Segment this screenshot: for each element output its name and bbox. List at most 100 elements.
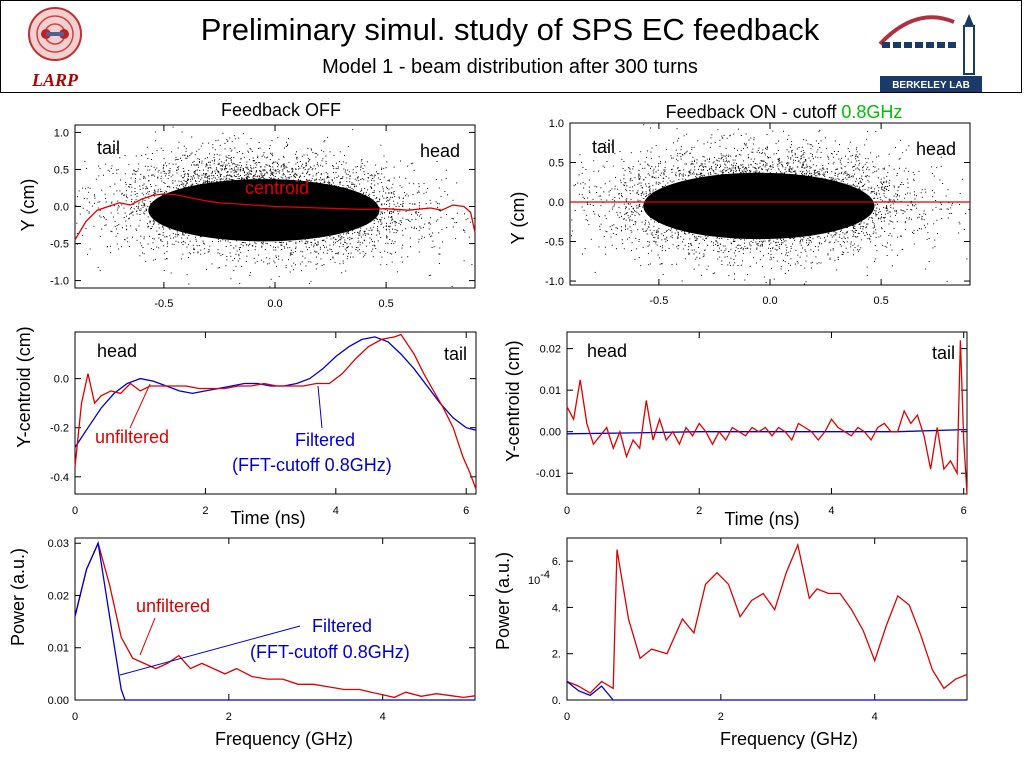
particle: [231, 226, 233, 227]
particle: [232, 204, 234, 206]
particle: [334, 223, 336, 225]
particle: [221, 196, 222, 198]
particle: [425, 203, 427, 205]
particle: [282, 196, 284, 197]
particle: [311, 213, 313, 215]
particle: [277, 246, 279, 248]
particle: [319, 221, 321, 223]
particle: [309, 195, 311, 197]
particle: [272, 162, 274, 164]
particle: [265, 178, 267, 180]
particle: [342, 223, 344, 225]
particle: [253, 177, 255, 179]
particle: [256, 220, 258, 222]
particle: [284, 195, 286, 197]
particle: [135, 210, 137, 212]
particle: [293, 221, 295, 223]
particle: [276, 208, 278, 210]
particle: [386, 197, 387, 199]
particle: [226, 178, 228, 180]
particle: [356, 200, 358, 202]
particle: [222, 182, 224, 184]
particle: [200, 253, 202, 255]
particle: [163, 200, 164, 202]
particle: [264, 156, 266, 158]
particle: [185, 151, 187, 153]
right-column-title: Feedback ON - cutoff 0.8GHz: [666, 102, 903, 122]
particle: [299, 161, 301, 162]
particle: [320, 149, 322, 151]
particle: [168, 172, 170, 174]
particle: [237, 260, 239, 262]
particle: [275, 249, 277, 251]
particle: [196, 203, 197, 205]
particle: [259, 181, 260, 183]
particle: [203, 196, 205, 198]
particle: [212, 203, 214, 204]
particle: [451, 218, 453, 219]
particle: [357, 176, 359, 178]
particle: [269, 145, 271, 147]
particle: [134, 187, 136, 189]
particle: [384, 212, 385, 214]
particle: [301, 219, 303, 221]
particle: [326, 177, 328, 179]
particle: [235, 194, 237, 196]
particle: [203, 205, 205, 207]
particle: [203, 210, 205, 212]
particle: [341, 272, 343, 274]
particle: [307, 180, 309, 182]
particle: [232, 226, 234, 228]
particle: [240, 210, 242, 212]
particle: [282, 200, 284, 202]
particle: [150, 184, 151, 186]
particle: [236, 152, 238, 154]
particle: [354, 222, 356, 224]
particle: [372, 178, 374, 179]
particle: [208, 203, 210, 204]
particle: [358, 180, 360, 182]
particle: [138, 201, 140, 203]
particle: [285, 215, 287, 217]
particle: [215, 214, 217, 215]
particle: [358, 227, 359, 229]
particle: [139, 219, 141, 221]
particle: [325, 163, 327, 165]
particle: [250, 186, 252, 188]
particle: [319, 212, 321, 214]
particle: [289, 212, 291, 214]
particle: [315, 188, 317, 190]
particle: [198, 218, 200, 220]
particle: [377, 226, 378, 227]
particle: [251, 180, 253, 182]
particle: [145, 260, 147, 262]
particle: [257, 193, 258, 194]
particle: [205, 197, 207, 198]
particle: [371, 206, 373, 208]
particle: [303, 209, 305, 211]
particle: [298, 183, 300, 185]
particle: [387, 251, 389, 253]
particle: [350, 210, 352, 212]
particle: [286, 216, 288, 218]
particle: [142, 187, 144, 189]
particle: [260, 259, 262, 261]
particle: [272, 221, 274, 223]
x-tick-label: 0.0: [267, 298, 282, 310]
particle: [193, 222, 195, 223]
particle: [225, 214, 226, 216]
particle: [253, 174, 255, 176]
particle: [348, 223, 350, 225]
particle: [171, 208, 173, 210]
particle: [248, 224, 250, 226]
particle: [88, 191, 90, 193]
particle: [266, 172, 268, 174]
particle: [293, 174, 295, 176]
particle: [236, 188, 238, 190]
particle: [263, 202, 265, 204]
particle: [266, 228, 268, 230]
particle: [342, 221, 344, 223]
particle: [189, 229, 191, 231]
particle: [247, 179, 249, 181]
particle: [229, 174, 231, 176]
